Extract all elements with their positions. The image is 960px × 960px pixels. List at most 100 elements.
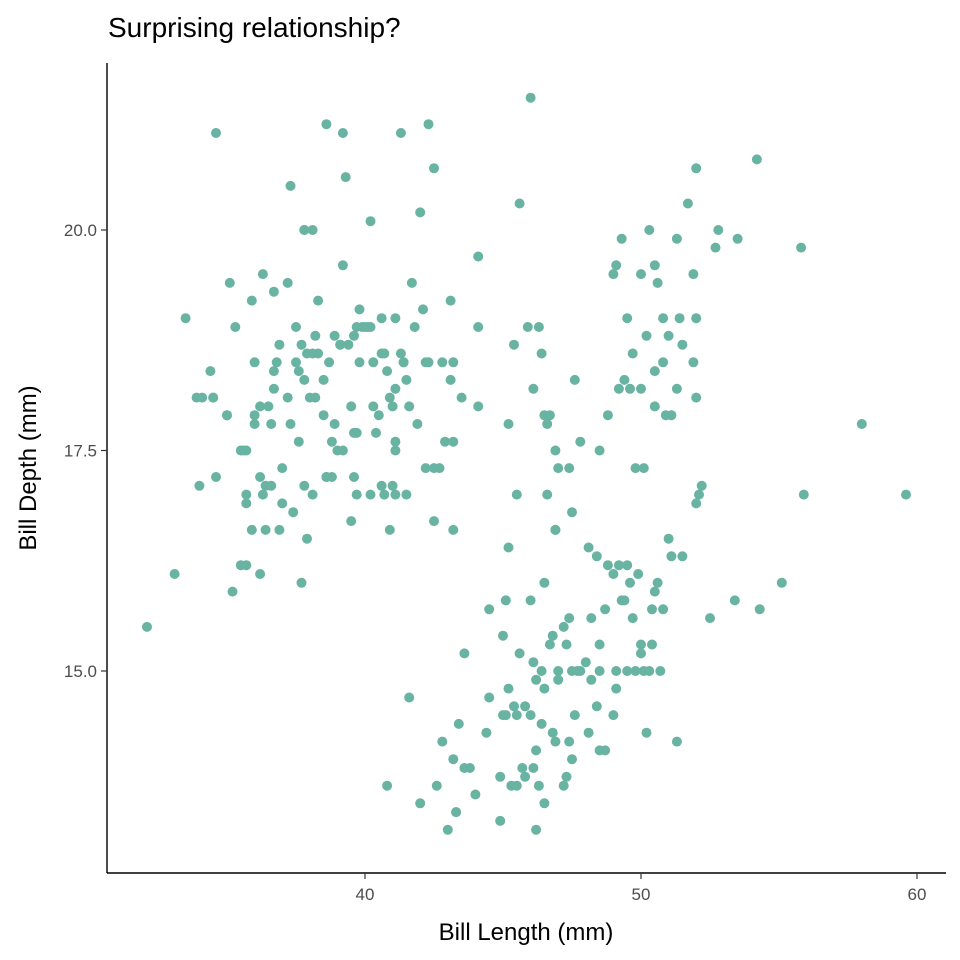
data-point (647, 639, 657, 650)
points-layer (142, 92, 911, 835)
data-point (694, 489, 704, 500)
data-point (619, 595, 630, 606)
data-point (470, 789, 481, 800)
data-point (318, 410, 329, 421)
data-point (663, 533, 674, 544)
data-point (528, 657, 539, 668)
data-point (567, 754, 577, 765)
data-point (222, 410, 232, 421)
data-point (266, 480, 277, 491)
data-point (448, 436, 459, 447)
data-point (346, 516, 357, 527)
data-point (304, 392, 315, 403)
data-point (351, 489, 362, 500)
data-point (602, 410, 613, 421)
data-point (142, 621, 152, 632)
data-point (329, 419, 340, 429)
data-point (682, 198, 693, 209)
data-point (442, 824, 453, 835)
data-point (564, 613, 575, 624)
x-tick-label: 40 (356, 885, 375, 904)
data-point (647, 604, 657, 615)
data-point (613, 560, 624, 571)
data-point (553, 666, 564, 676)
data-point (418, 304, 428, 315)
data-point (384, 524, 395, 535)
data-point (751, 154, 762, 165)
data-point (564, 736, 575, 747)
data-point (495, 771, 506, 782)
data-point (533, 322, 544, 332)
data-point (376, 313, 387, 324)
data-point (586, 613, 597, 624)
data-point (456, 392, 467, 403)
x-axis-title: Bill Length (mm) (439, 919, 614, 946)
data-point (625, 577, 635, 588)
data-point (445, 295, 456, 306)
data-point (277, 463, 288, 474)
data-point (713, 225, 724, 235)
data-point (211, 128, 221, 138)
data-point (528, 763, 539, 773)
data-point (509, 701, 519, 712)
data-point (553, 674, 564, 685)
data-point (691, 163, 702, 174)
data-point (547, 630, 558, 641)
data-point (511, 489, 522, 500)
data-point (525, 710, 536, 721)
data-point (525, 92, 536, 103)
data-point (658, 357, 669, 368)
data-point (390, 436, 401, 447)
data-point (409, 322, 420, 332)
data-point (365, 489, 376, 500)
data-point (539, 798, 550, 809)
data-point (293, 436, 304, 447)
data-point (691, 392, 702, 403)
data-point (544, 410, 555, 421)
data-point (307, 489, 318, 500)
data-point (368, 401, 379, 412)
data-point (382, 780, 393, 791)
data-point (658, 604, 669, 615)
data-point (732, 233, 743, 244)
data-point (520, 771, 531, 782)
data-point (594, 639, 605, 650)
data-point (602, 560, 613, 571)
data-point (473, 322, 484, 332)
data-point (641, 330, 652, 341)
x-tick-label: 50 (632, 885, 651, 904)
data-point (191, 392, 202, 403)
data-point (600, 604, 611, 615)
data-point (241, 489, 252, 500)
data-point (169, 569, 180, 579)
data-point (346, 401, 357, 412)
data-point (600, 745, 611, 756)
data-point (655, 666, 666, 676)
data-point (415, 798, 426, 809)
data-point (611, 260, 622, 271)
data-point (398, 357, 409, 368)
data-point (224, 277, 235, 288)
data-point (636, 639, 646, 650)
data-point (644, 225, 655, 235)
data-point (437, 357, 448, 368)
data-point (622, 313, 633, 324)
data-point (633, 569, 644, 579)
data-point (404, 692, 415, 703)
data-point (299, 225, 310, 235)
data-point (324, 357, 335, 368)
data-point (299, 374, 310, 385)
data-point (652, 277, 663, 288)
data-point (509, 339, 519, 350)
data-point (619, 374, 630, 385)
data-point (249, 410, 260, 421)
data-point (387, 401, 398, 412)
data-point (307, 225, 318, 235)
data-point (340, 172, 351, 183)
data-point (591, 701, 602, 712)
data-point (481, 727, 492, 738)
data-point (296, 577, 307, 588)
data-point (282, 277, 293, 288)
data-point (622, 560, 633, 571)
